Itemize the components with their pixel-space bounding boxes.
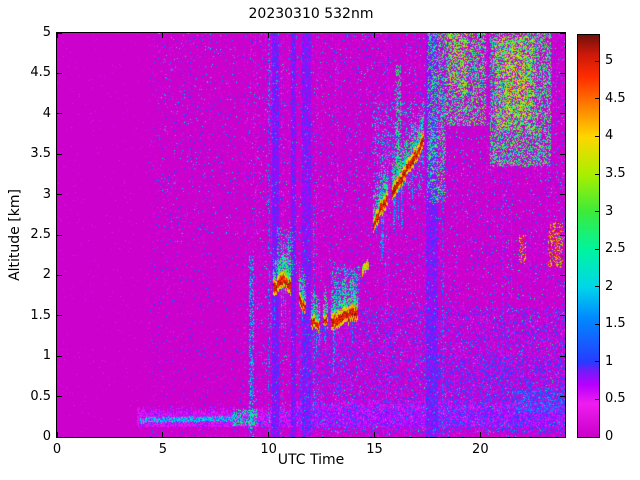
- colorbar-tick-label: 4.5: [605, 90, 626, 106]
- y-tick-label: 0: [42, 429, 51, 444]
- y-tick-label: 5: [42, 25, 51, 40]
- colorbar-tick-label: 1.5: [605, 316, 626, 332]
- colorbar-canvas: [578, 35, 599, 437]
- colorbar: [577, 34, 600, 438]
- colorbar-tick-label: 5: [605, 53, 614, 69]
- y-tick-label: 4.5: [30, 65, 51, 81]
- y-tick-label: 1.5: [30, 307, 51, 323]
- y-tick-label: 4: [42, 105, 51, 121]
- colorbar-tick-label: 3.5: [605, 166, 626, 181]
- y-tick-label: 3.5: [30, 146, 51, 162]
- colorbar-tick-label: 2.5: [605, 241, 626, 257]
- colorbar-tick-label: 2: [605, 278, 614, 294]
- y-axis-label: Altitude [km]: [7, 189, 23, 281]
- colorbar-tick-label: 4: [605, 128, 614, 144]
- y-tick-label: 0.5: [30, 388, 51, 404]
- plot-title: 20230310 532nm: [248, 6, 374, 22]
- colorbar-tick-label: 0: [605, 429, 614, 444]
- colorbar-tick-label: 3: [605, 203, 614, 219]
- heatmap-canvas: [57, 33, 565, 437]
- plot-area: [56, 32, 566, 438]
- colorbar-tick-label: 1: [605, 353, 614, 369]
- y-tick-label: 1: [42, 348, 51, 364]
- x-axis-label: UTC Time: [277, 452, 345, 468]
- colorbar-tick-label: 0.5: [605, 391, 626, 407]
